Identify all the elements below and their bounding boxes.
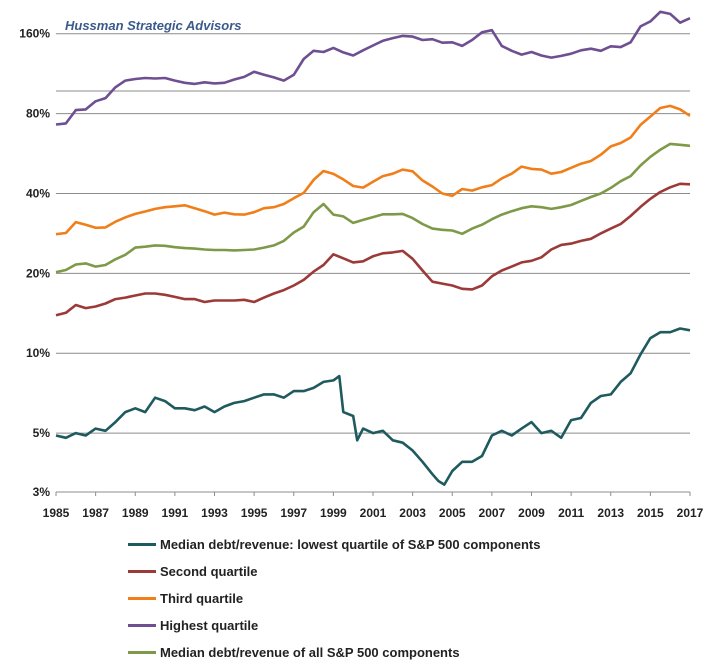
series-line-2 — [55, 182, 691, 317]
legend-swatch — [128, 624, 156, 627]
series-line-4 — [55, 10, 691, 126]
legend-label: Second quartile — [160, 564, 258, 579]
legend-label: Median debt/revenue: lowest quartile of … — [160, 537, 541, 552]
watermark: Hussman Strategic Advisors — [65, 18, 242, 33]
x-tick-label: 2015 — [637, 506, 664, 520]
legend-item: Second quartile — [128, 558, 540, 585]
series-line-1 — [55, 327, 691, 486]
x-tick-label: 2011 — [558, 506, 584, 520]
x-tick-labels: 1985 1987 1989 1991 1993 1995 1997 1999 2001 2003… — [43, 492, 704, 520]
x-tick-label: 1991 — [162, 506, 189, 520]
x-tick-label: 1995 — [241, 506, 268, 520]
x-tick-label: 1987 — [82, 506, 109, 520]
legend-swatch — [128, 597, 156, 600]
y-tick-label: 5% — [33, 426, 51, 440]
series-layer — [55, 10, 691, 486]
x-tick-label: 2001 — [360, 506, 387, 520]
legend-item: Median debt/revenue: lowest quartile of … — [128, 531, 540, 558]
legend-label: Highest quartile — [160, 618, 259, 633]
legend-item: Highest quartile — [128, 612, 540, 639]
legend-swatch — [128, 543, 156, 546]
x-tick-label: 2017 — [677, 506, 704, 520]
series-line-5 — [55, 142, 691, 274]
legend-item: Third quartile — [128, 585, 540, 612]
x-tick-label: 1989 — [122, 506, 149, 520]
legend-label: Median debt/revenue of all S&P 500 compo… — [160, 645, 460, 660]
plot-area — [56, 8, 690, 492]
y-tick-labels: 3% 5% 10% 20% 40% 80% 160% — [19, 27, 50, 499]
series-line-3 — [55, 104, 691, 236]
y-tick-label: 80% — [26, 107, 50, 121]
legend: Median debt/revenue: lowest quartile of … — [128, 531, 540, 666]
legend-swatch — [128, 651, 156, 654]
x-tick-label: 2009 — [518, 506, 545, 520]
x-tick-label: 2003 — [399, 506, 426, 520]
x-tick-label: 2005 — [439, 506, 466, 520]
y-tick-label: 40% — [26, 186, 50, 200]
y-tick-label: 20% — [26, 266, 50, 280]
x-tick-label: 1997 — [280, 506, 307, 520]
x-tick-label: 1999 — [320, 506, 347, 520]
x-tick-label: 2013 — [597, 506, 624, 520]
y-tick-label: 3% — [33, 485, 51, 499]
legend-item: Median debt/revenue of all S&P 500 compo… — [128, 639, 540, 666]
y-tick-label: 10% — [26, 346, 50, 360]
x-tick-label: 1985 — [43, 506, 70, 520]
x-tick-label: 1993 — [201, 506, 228, 520]
gridlines — [56, 33, 690, 434]
chart-plot: 3% 5% 10% 20% 40% 80% 160% 1985 1987 1989 1991 199… — [19, 8, 704, 520]
legend-swatch — [128, 570, 156, 573]
y-tick-label: 160% — [19, 27, 50, 41]
legend-label: Third quartile — [160, 591, 244, 606]
x-tick-label: 2007 — [479, 506, 506, 520]
